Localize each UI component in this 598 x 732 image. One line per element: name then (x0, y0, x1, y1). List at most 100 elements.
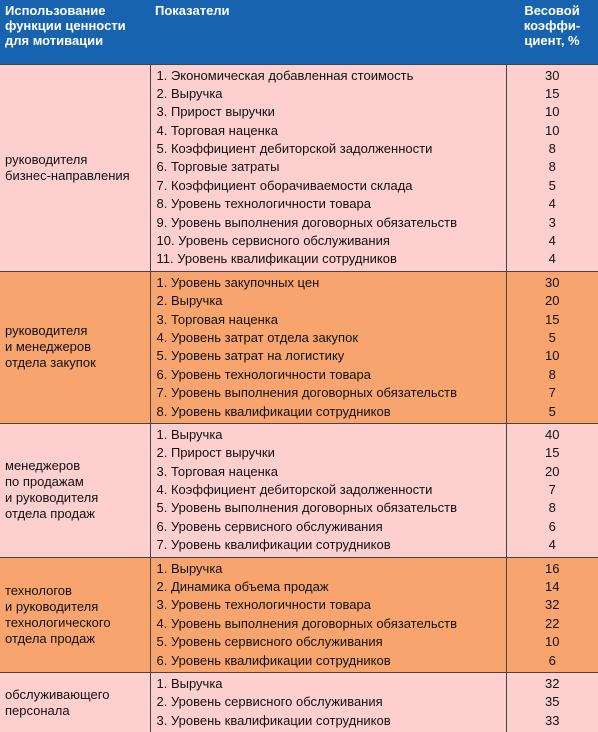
indicator: 5. Уровень выполнения договорных обязате… (151, 499, 506, 517)
indicator: 4. Уровень выполнения договорных обязате… (151, 615, 506, 633)
group-label: обслуживающего (5, 687, 145, 703)
indicator: 6. Уровень сервисного обслуживания (151, 518, 506, 536)
group-label: руководителя (5, 152, 145, 168)
weight: 32 (507, 675, 598, 693)
header-cell: Показатели (150, 0, 506, 64)
group-label: и менеджеров (5, 339, 145, 355)
group-label: бизнес-направления (5, 168, 145, 184)
indicator: 6. Уровень квалификации сотрудников (151, 652, 506, 670)
indicator: 1. Уровень закупочных цен (151, 274, 506, 292)
weight: 6 (507, 652, 598, 670)
indicator: 4. Уровень затрат отдела закупок (151, 329, 506, 347)
indicator: 3. Прирост выручки (151, 103, 506, 121)
weight: 3 (507, 214, 598, 232)
indicator: 2. Динамика объема продаж (151, 578, 506, 596)
weight: 30 (507, 67, 598, 85)
header-text: Показатели (155, 3, 501, 18)
indicator: 11. Уровень квалификации сотрудников (151, 250, 506, 268)
indicator: 5. Коэффициент дебиторской задолженности (151, 140, 506, 158)
weight: 4 (507, 195, 598, 213)
indicator: 7. Уровень выполнения договорных обязате… (151, 384, 506, 402)
group-label: технологов (5, 583, 145, 599)
indicator: 2. Уровень сервисного обслуживания (151, 693, 506, 711)
indicator: 1. Выручка (151, 560, 506, 578)
weight: 8 (507, 499, 598, 517)
group-label: по продажам (5, 474, 145, 490)
weight: 15 (507, 444, 598, 462)
weight: 8 (507, 158, 598, 176)
group-label: менеджеров (5, 458, 145, 474)
weight: 7 (507, 481, 598, 499)
group-label: отдела продаж (5, 506, 145, 522)
weight: 5 (507, 329, 598, 347)
weight: 14 (507, 578, 598, 596)
weight: 5 (507, 403, 598, 421)
header-text: функции ценности (5, 18, 145, 33)
indicator: 4. Коэффициент дебиторской задолженности (151, 481, 506, 499)
weight: 4 (507, 250, 598, 268)
group-label: и руководителя (5, 599, 145, 615)
indicator: 3. Торговая наценка (151, 311, 506, 329)
indicator: 1. Экономическая добавленная стоимость (151, 67, 506, 85)
indicator: 2. Прирост выручки (151, 444, 506, 462)
indicator: 5. Уровень затрат на логистику (151, 347, 506, 365)
weight: 10 (507, 347, 598, 365)
header-text: Использование (5, 3, 145, 18)
group-label: отдела закупок (5, 355, 145, 371)
weight: 33 (507, 712, 598, 730)
weight: 40 (507, 426, 598, 444)
weight: 16 (507, 560, 598, 578)
weight: 22 (507, 615, 598, 633)
indicator: 2. Выручка (151, 292, 506, 310)
weight: 32 (507, 596, 598, 614)
header-text: циент, % (511, 33, 593, 48)
weight: 4 (507, 536, 598, 554)
indicator: 6. Торговые затраты (151, 158, 506, 176)
weight: 8 (507, 366, 598, 384)
indicator: 7. Коэффициент оборачиваемости склада (151, 177, 506, 195)
indicator: 3. Уровень квалификации сотрудников (151, 712, 506, 730)
weight: 30 (507, 274, 598, 292)
indicator: 4. Торговая наценка (151, 122, 506, 140)
indicator: 10. Уровень сервисного обслуживания (151, 232, 506, 250)
indicator: 1. Выручка (151, 675, 506, 693)
group-label: персонала (5, 703, 145, 719)
weight: 15 (507, 85, 598, 103)
indicator: 8. Уровень квалификации сотрудников (151, 403, 506, 421)
weight: 7 (507, 384, 598, 402)
indicator: 6. Уровень технологичности товара (151, 366, 506, 384)
indicator: 5. Уровень сервисного обслуживания (151, 633, 506, 651)
header-text: Весовой (511, 3, 593, 18)
weight: 5 (507, 177, 598, 195)
indicator: 3. Торговая наценка (151, 463, 506, 481)
weight: 10 (507, 103, 598, 121)
indicator: 1. Выручка (151, 426, 506, 444)
weight: 15 (507, 311, 598, 329)
group-label: отдела продаж (5, 631, 145, 647)
